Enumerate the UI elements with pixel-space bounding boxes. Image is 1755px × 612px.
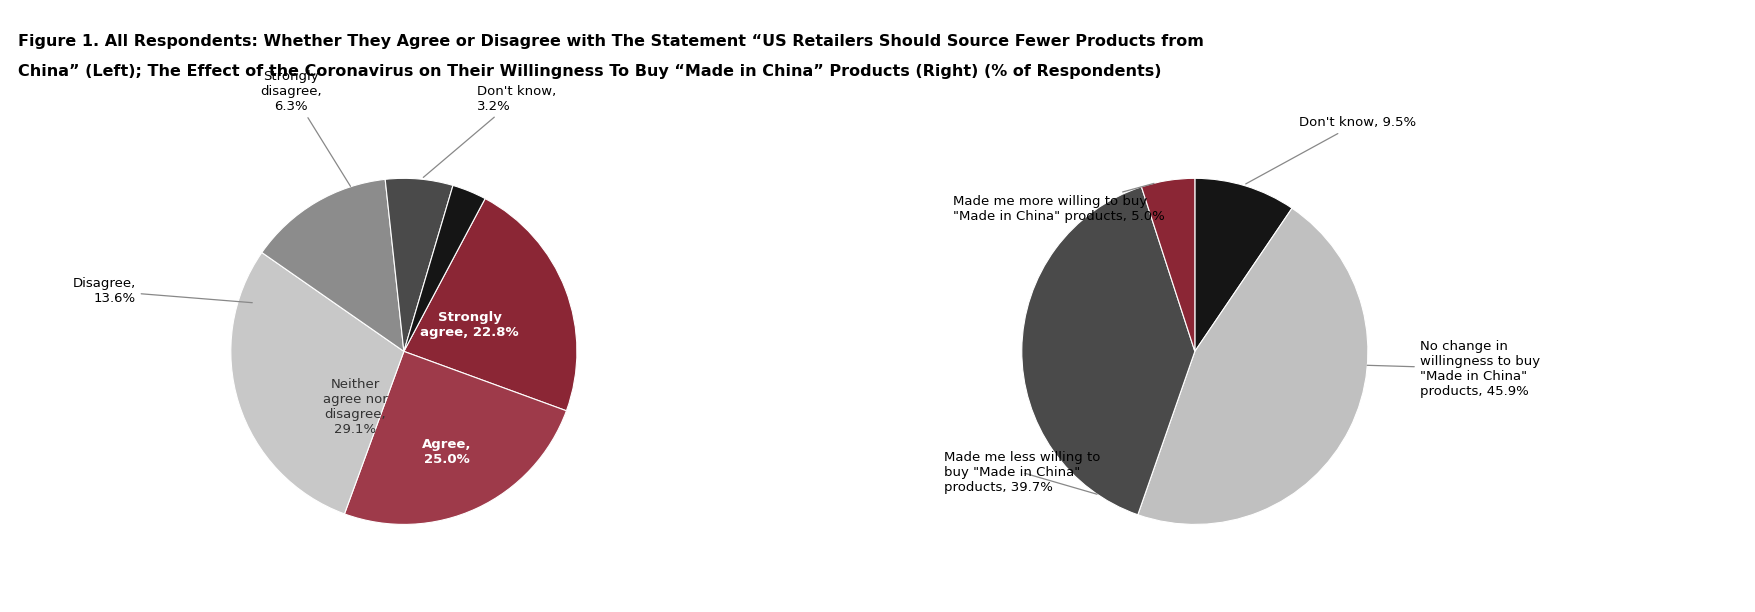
Wedge shape: [404, 198, 577, 411]
Text: Made me less willing to
buy "Made in China"
products, 39.7%: Made me less willing to buy "Made in Chi…: [944, 451, 1100, 494]
Text: China” (Left); The Effect of the Coronavirus on Their Willingness To Buy “Made i: China” (Left); The Effect of the Coronav…: [18, 64, 1160, 80]
Text: Agree,
25.0%: Agree, 25.0%: [423, 438, 472, 466]
Text: Disagree,
13.6%: Disagree, 13.6%: [72, 277, 253, 305]
Wedge shape: [230, 253, 404, 514]
Wedge shape: [344, 351, 567, 524]
Text: Don't know,
3.2%: Don't know, 3.2%: [423, 84, 556, 177]
Wedge shape: [384, 178, 453, 351]
Text: Don't know, 9.5%: Don't know, 9.5%: [1244, 116, 1415, 184]
Text: Made me more willing to buy
"Made in China" products, 5.0%: Made me more willing to buy "Made in Chi…: [951, 184, 1164, 223]
Text: Neither
agree nor
disagree,
29.1%: Neither agree nor disagree, 29.1%: [323, 378, 388, 436]
Wedge shape: [1193, 178, 1292, 351]
Wedge shape: [1141, 178, 1193, 351]
Text: Strongly
agree, 22.8%: Strongly agree, 22.8%: [419, 312, 519, 340]
Text: Strongly
disagree,
6.3%: Strongly disagree, 6.3%: [260, 70, 351, 186]
Wedge shape: [261, 179, 404, 351]
Wedge shape: [1137, 208, 1367, 524]
Wedge shape: [1021, 187, 1193, 515]
Text: Figure 1. All Respondents: Whether They Agree or Disagree with The Statement “US: Figure 1. All Respondents: Whether They …: [18, 34, 1202, 49]
Text: No change in
willingness to buy
"Made in China"
products, 45.9%: No change in willingness to buy "Made in…: [1367, 340, 1539, 398]
Wedge shape: [404, 185, 484, 351]
